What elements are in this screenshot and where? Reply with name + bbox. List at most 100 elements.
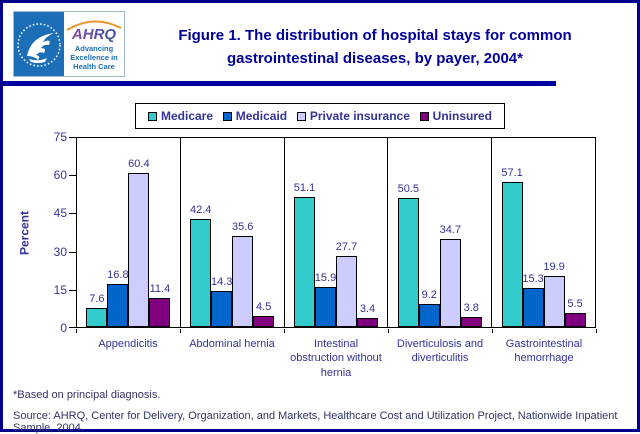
bar [107,284,129,327]
bar-value-label: 60.4 [128,158,150,170]
bar-value-label: 51.1 [293,182,316,194]
bar-cell: 3.8 [460,138,482,327]
bar-cell: 9.2 [418,138,440,327]
svg-text:AHRQ: AHRQ [71,26,116,43]
bar [564,313,586,327]
bar-cell: 19.9 [543,138,565,327]
ahrq-logo-wordmark: AHRQ [66,20,122,43]
bar-value-label: 4.5 [256,301,272,313]
hhs-logo [14,12,63,76]
category-label: Appendicitis [98,338,158,350]
y-tick-mark [69,327,76,328]
bar [543,276,565,327]
bar [293,197,315,327]
x-tick-mark [596,329,597,333]
legend-label: Medicaid [235,109,288,123]
source-citation: Source: AHRQ, Center for Delivery, Organ… [13,410,618,434]
y-axis-title: Percent [17,210,32,256]
bar-value-label: 16.8 [107,269,129,281]
figure-title: Figure 1. The distribution of hospital s… [125,11,625,79]
bar [439,239,461,327]
legend-item: Uninsured [419,109,492,123]
bar-value-label: 9.2 [421,289,437,301]
bar-cell: 4.5 [253,138,275,327]
bar-cell: 60.4 [128,138,150,327]
bar-cell: 51.1 [294,138,315,327]
legend-label: Medicare [161,109,214,123]
legend-label: Uninsured [432,109,492,123]
bar-cell: 16.8 [107,138,129,327]
bar [190,219,212,327]
bar-cell: 50.5 [398,138,419,327]
bar-value-label: 14.3 [210,276,233,288]
bar [356,318,378,327]
y-tick-mark [69,289,76,291]
bar [335,256,357,327]
ahrq-hhs-logo: AHRQ Advancing Excellence in Health Care [13,11,125,77]
bar-value-label: 15.3 [522,273,544,285]
bar [501,182,523,327]
bar-value-label: 19.9 [543,261,565,273]
bar-cell: 14.3 [211,138,232,327]
bar [253,316,275,327]
legend-item: Medicare [148,109,213,123]
bar-value-label: 34.7 [439,224,461,236]
x-tick-mark [492,329,493,333]
category-group: 7.6 16.8 60.4 11.4 [77,138,181,327]
tagline-line: Health Care [73,61,115,71]
bar-cell: 5.5 [564,138,586,327]
bar-value-label: 7.6 [89,293,105,305]
bar [314,287,336,327]
bar [211,291,233,327]
bar-cell: 15.3 [522,138,544,327]
bar-cell: 42.4 [190,138,211,327]
bar-value-label: 15.9 [314,272,337,284]
chart-legend: Medicare Medicaid Private insurance Uninsur… [135,103,505,129]
bar [86,308,108,327]
hhs-logo-eagle-icon [17,23,61,67]
y-tick-label: 15 [53,282,67,297]
y-tick-mark [69,137,76,138]
x-tick-mark [180,329,181,333]
figure-title-line: gastrointestinal diseases, by payer, 200… [227,49,523,67]
y-tick-mark [69,251,76,253]
legend-item: Private insurance [296,109,410,123]
bar [460,317,482,327]
y-tick-mark [69,213,76,215]
legend-swatch-icon [222,111,232,121]
bar-value-label: 11.4 [149,283,171,295]
bar-value-label: 57.1 [501,167,523,179]
category-group: 42.4 14.3 35.6 4.5 [181,138,285,327]
x-tick-mark [284,329,285,333]
x-axis-category-labels: Appendicitis Abdominal hernia Intestinal o… [76,337,596,380]
bar-cell: 27.7 [336,138,357,327]
footnotes: *Based on principal diagnosis. Source: A… [13,389,637,434]
legend-item: Medicaid [222,109,288,123]
category-group: 50.5 9.2 34.7 3.8 [388,138,493,327]
legend-label: Private insurance [309,109,410,123]
tagline-line: Advancing [74,43,114,53]
x-tick-mark [388,329,389,333]
bar-value-label: 42.4 [189,204,212,216]
bar-cell: 57.1 [501,138,523,327]
figure-title-line: Figure 1. The distribution of hospital s… [178,27,572,44]
bar-value-label: 27.7 [335,241,358,253]
bar-value-label: 35.6 [231,221,254,233]
header-divider-rule [3,81,556,86]
y-tick-mark [69,175,76,177]
y-tick-label: 0 [60,321,67,335]
category-group: 51.1 15.9 27.7 3.4 [285,138,389,327]
category-group: 57.1 15.3 19.9 5.5 [492,138,595,327]
ahrq-tagline: Advancing Excellence in Health Care [70,44,118,71]
category-label: Intestinal obstruction without hernia [290,338,382,379]
bar-value-label: 5.5 [567,298,583,310]
bar-cell: 35.6 [232,138,253,327]
bar [128,173,150,327]
tagline-line: Excellence in [70,52,118,62]
bar [418,304,440,327]
y-tick-label: 60 [53,168,67,183]
x-tick-mark [76,329,77,333]
bar-value-label: 50.5 [397,183,419,195]
header: AHRQ Advancing Excellence in Health Care… [3,3,637,79]
